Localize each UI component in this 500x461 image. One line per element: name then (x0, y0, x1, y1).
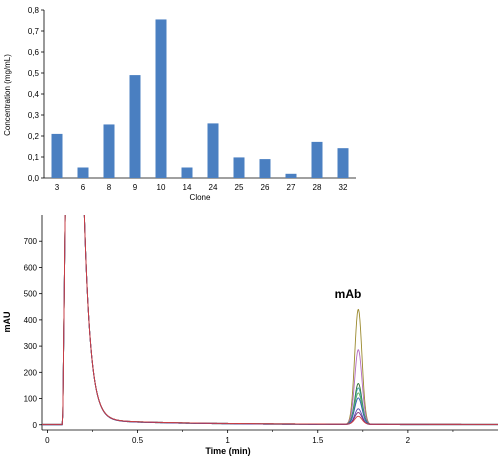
bar-chart-y-tick-label: 0,0 (28, 174, 40, 183)
bar-chart-x-tick-label: 6 (81, 183, 86, 192)
bar (259, 159, 271, 178)
bar (233, 157, 245, 178)
chromatogram-y-axis-title: mAU (2, 311, 12, 332)
bar-chart-x-tick-label: 24 (209, 183, 218, 192)
bar-chart-y-axis-title: Concentration (mg/mL) (3, 54, 12, 136)
bar (77, 167, 89, 178)
bar (285, 173, 297, 178)
chromatogram-y-tick-label: 400 (24, 316, 38, 325)
chromatogram-series-line (42, 215, 498, 425)
chromatogram-y-tick-label: 100 (24, 395, 38, 404)
chromatogram-y-tick-label: 200 (24, 368, 38, 377)
chromatogram-series-line (42, 215, 498, 425)
bar-chart-x-tick-label: 8 (107, 183, 112, 192)
chromatogram-peak-annotation: mAb (335, 287, 362, 301)
chromatogram-y-tick-label: 300 (24, 342, 38, 351)
chromatogram-series-line (42, 215, 498, 426)
bar-chart-y-tick-label: 0,6 (28, 48, 40, 57)
bar-chart-y-tick-label: 0,4 (28, 90, 40, 99)
bar-chart-x-tick-label: 25 (235, 183, 244, 192)
bar (337, 148, 349, 178)
chromatogram-x-tick-label: 0 (45, 436, 50, 445)
bar (129, 75, 141, 178)
chromatogram: 0 100 200 300 400 500 600 700 0 0.5 1 1.5 2 mAb Tim… (2, 215, 498, 456)
bar-chart-x-axis-title: Clone (190, 193, 211, 202)
bar-chart-x-tick-label: 28 (313, 183, 322, 192)
bar-chart-y-tick-label: 0,1 (28, 153, 40, 162)
bar-chart-x-tick-label: 14 (183, 183, 192, 192)
bar-chart-x-tick-label: 27 (287, 183, 296, 192)
bar-chart-x-tick-label: 10 (157, 183, 166, 192)
bar-chart: 0,0 0,1 0,2 0,3 0,4 0,5 0,6 0,7 0,8 3 6 8 9 10 14 24 25… (3, 6, 356, 202)
bar (311, 141, 323, 178)
chromatogram-series-line (42, 215, 498, 426)
chromatogram-x-tick-label: 1.5 (312, 436, 324, 445)
bar-chart-y-tick-label: 0,3 (28, 111, 40, 120)
bar-chart-y-tick-label: 0,7 (28, 27, 40, 36)
bar (207, 123, 219, 178)
chromatogram-y-tick-label: 700 (24, 237, 38, 246)
bar (155, 19, 167, 179)
bar-chart-x-tick-label: 3 (55, 183, 60, 192)
chromatogram-y-tick-label: 600 (24, 263, 38, 272)
chromatogram-series-line (42, 215, 498, 425)
chromatogram-series-line (42, 215, 498, 426)
bar-chart-y-tick-label: 0,8 (28, 6, 40, 15)
chromatogram-x-tick-label: 2 (406, 436, 411, 445)
chromatogram-series-line (42, 215, 498, 425)
chromatogram-x-axis-title: Time (min) (205, 446, 250, 456)
bar-chart-x-tick-label: 9 (133, 183, 138, 192)
bar-chart-x-tick-label: 26 (261, 183, 270, 192)
chromatogram-x-tick-label: 0.5 (132, 436, 144, 445)
chromatogram-series-line (42, 215, 498, 425)
bar-chart-x-tick-label: 32 (339, 183, 348, 192)
chromatogram-x-tick-label: 1 (225, 436, 230, 445)
chromatogram-series-line (42, 215, 498, 425)
bar-chart-y-tick-label: 0,5 (28, 69, 40, 78)
bar (181, 167, 193, 178)
bar-chart-y-tick-label: 0,2 (28, 132, 40, 141)
bar (103, 124, 115, 178)
chromatogram-y-tick-label: 500 (24, 290, 38, 299)
bar (51, 133, 63, 178)
chromatogram-y-tick-label: 0 (33, 421, 38, 430)
